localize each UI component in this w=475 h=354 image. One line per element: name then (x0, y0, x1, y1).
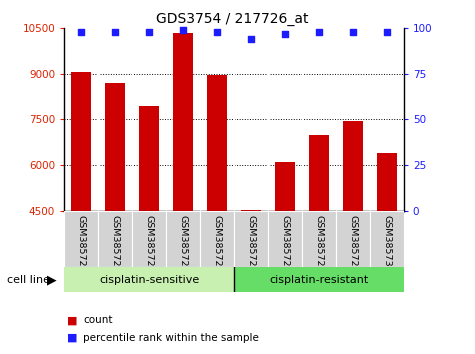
Bar (173, 33, 193, 211)
Bar (132, 211, 166, 267)
Point (281, 31, 289, 36)
Bar (98, 211, 132, 267)
Bar (302, 211, 336, 267)
Bar (336, 211, 370, 267)
Text: GSM385730: GSM385730 (382, 215, 391, 273)
Bar (200, 211, 234, 267)
Text: GSM385729: GSM385729 (348, 215, 357, 273)
Text: percentile rank within the sample: percentile rank within the sample (83, 333, 259, 343)
Text: cisplatin-sensitive: cisplatin-sensitive (99, 275, 199, 285)
Text: cisplatin-resistant: cisplatin-resistant (269, 275, 369, 285)
Point (213, 29, 221, 35)
Point (383, 29, 390, 35)
Point (179, 27, 187, 33)
Text: GSM385727: GSM385727 (280, 215, 289, 273)
Text: GSM385721: GSM385721 (76, 215, 86, 273)
Bar (64, 267, 234, 292)
Point (349, 29, 357, 35)
Text: GSM385725: GSM385725 (212, 215, 221, 273)
Text: ■: ■ (66, 315, 77, 325)
Bar (370, 211, 404, 267)
Point (111, 29, 119, 35)
Bar (377, 153, 397, 211)
Bar (71, 72, 91, 211)
Text: GSM385728: GSM385728 (314, 215, 323, 273)
Bar (207, 74, 227, 211)
Text: ▶: ▶ (47, 273, 56, 286)
Bar (342, 121, 363, 211)
Point (145, 29, 153, 35)
Text: GSM385726: GSM385726 (247, 215, 256, 273)
Bar (64, 211, 98, 267)
Text: count: count (83, 315, 113, 325)
Text: GSM385722: GSM385722 (111, 215, 120, 273)
Point (247, 36, 255, 42)
Text: GDS3754 / 217726_at: GDS3754 / 217726_at (156, 12, 309, 27)
Bar (139, 106, 159, 211)
Point (315, 29, 323, 35)
Bar (234, 211, 268, 267)
Bar (166, 211, 200, 267)
Bar (241, 210, 261, 211)
Bar (234, 267, 404, 292)
Text: cell line: cell line (7, 275, 50, 285)
Text: GSM385723: GSM385723 (144, 215, 153, 273)
Text: ■: ■ (66, 333, 77, 343)
Text: GSM385724: GSM385724 (179, 215, 188, 273)
Bar (309, 135, 329, 211)
Bar (105, 83, 125, 211)
Bar (268, 211, 302, 267)
Bar (275, 162, 295, 211)
Point (77, 29, 85, 35)
